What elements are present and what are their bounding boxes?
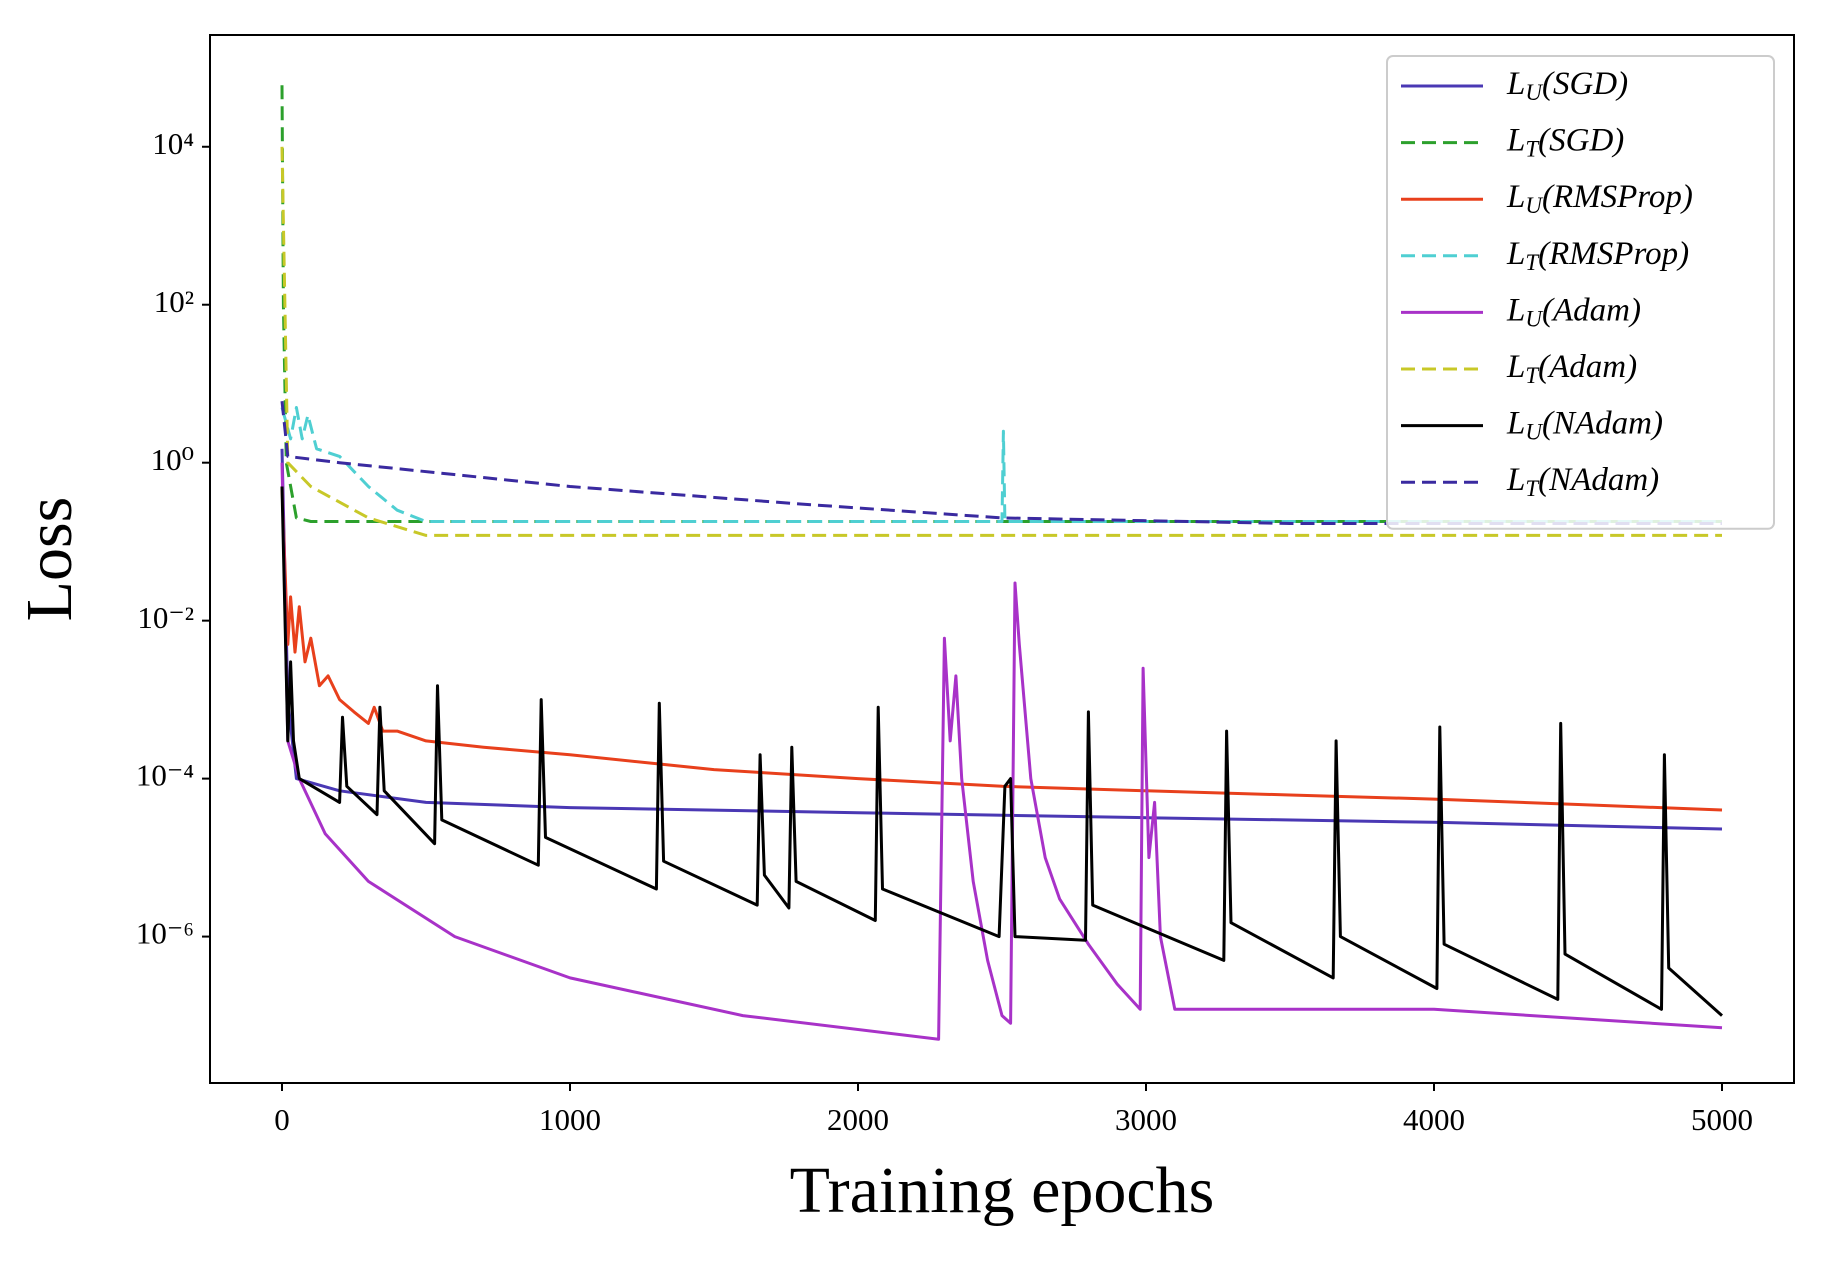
legend-label-part: (NAdam) — [1538, 462, 1659, 498]
y-tick-label: 10⁴ — [152, 126, 194, 161]
x-tick-label: 0 — [274, 1102, 290, 1137]
legend-box — [1386, 55, 1775, 530]
legend-label: LU(SGD) — [1506, 66, 1628, 106]
x-tick-label: 5000 — [1691, 1102, 1753, 1137]
y-tick-label: 10⁻⁶ — [136, 916, 194, 951]
x-tick-label: 3000 — [1115, 1102, 1177, 1137]
x-tick-label: 4000 — [1403, 1102, 1465, 1137]
legend-label-part: (NAdam) — [1542, 405, 1663, 441]
legend-label-part: (Adam) — [1538, 349, 1637, 385]
legend-label-part: (SGD) — [1538, 122, 1624, 158]
legend-label-part: U — [1525, 193, 1543, 218]
legend-label: LT(NAdam) — [1506, 462, 1659, 502]
legend-label-part: (Adam) — [1542, 292, 1641, 328]
y-axis-label: Loss — [13, 497, 86, 622]
y-tick-label: 10⁻² — [137, 600, 194, 635]
legend-label-part: L — [1506, 405, 1525, 441]
legend-label-part: U — [1525, 307, 1543, 332]
x-tick-label: 2000 — [827, 1102, 889, 1137]
legend-label-part: (SGD) — [1542, 66, 1628, 102]
legend-label: LT(Adam) — [1506, 349, 1637, 389]
plot-frame — [209, 34, 1795, 1084]
legend-label-part: (RMSProp) — [1542, 179, 1693, 215]
legend-label-part: L — [1506, 66, 1525, 102]
legend-label-part: T — [1525, 137, 1540, 162]
y-tick-label: 10² — [154, 284, 194, 319]
legend-label: LT(SGD) — [1506, 122, 1624, 162]
legend-label-part: L — [1506, 349, 1525, 385]
legend-label-part: T — [1525, 476, 1540, 501]
y-tick-label: 10⁰ — [151, 442, 194, 477]
y-tick-label: 10⁻⁴ — [136, 758, 194, 793]
legend-label-part: U — [1525, 80, 1543, 105]
legend-label-part: T — [1525, 250, 1540, 275]
series-line — [280, 146, 1722, 537]
legend-label-part: L — [1506, 122, 1525, 158]
legend-label-part: L — [1506, 179, 1525, 215]
series-line — [280, 406, 1722, 523]
plot-lines — [280, 85, 1723, 1041]
legend-label: LU(Adam) — [1506, 292, 1641, 332]
x-tick-label: 1000 — [539, 1102, 601, 1137]
legend-label: LU(RMSProp) — [1506, 179, 1693, 219]
legend-label-part: (RMSProp) — [1538, 235, 1689, 271]
legend-label-part: U — [1525, 420, 1543, 445]
legend-label-part: T — [1525, 363, 1540, 388]
legend-label-part: L — [1506, 292, 1525, 328]
series-line — [280, 401, 1722, 525]
legend-label-part: L — [1506, 462, 1525, 498]
legend-label: LU(NAdam) — [1506, 405, 1663, 445]
series-line — [280, 462, 1723, 1041]
series-line — [280, 486, 1723, 1017]
legend-label: LT(RMSProp) — [1506, 235, 1689, 275]
x-axis-label: Training epochs — [790, 1154, 1215, 1227]
legend-label-part: L — [1506, 235, 1525, 271]
